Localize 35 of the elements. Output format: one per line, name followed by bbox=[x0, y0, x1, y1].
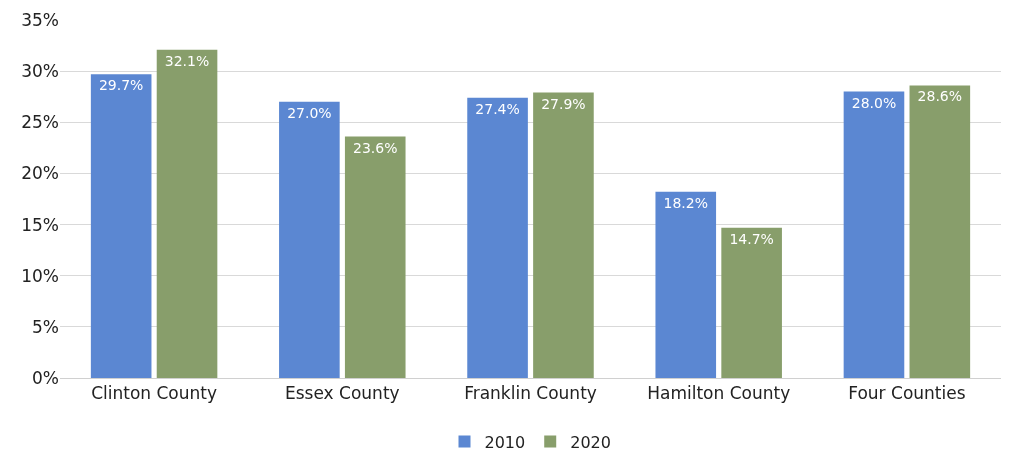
y-tick-label: 10% bbox=[21, 265, 59, 286]
x-tick-label: Four Counties bbox=[848, 383, 966, 404]
bar bbox=[467, 97, 528, 378]
x-tick-label: Essex County bbox=[284, 383, 400, 404]
x-tick-label: Franklin County bbox=[464, 383, 597, 404]
bar bbox=[90, 74, 152, 378]
data-label: 27.4% bbox=[475, 100, 520, 117]
y-tick-label: 35% bbox=[21, 9, 59, 30]
bar bbox=[533, 92, 594, 378]
data-label: 32.1% bbox=[164, 52, 210, 69]
bar bbox=[279, 101, 340, 378]
data-label: 27.9% bbox=[541, 95, 586, 112]
bar bbox=[156, 49, 218, 378]
y-tick-label: 25% bbox=[21, 112, 59, 133]
bar bbox=[655, 191, 717, 378]
data-label: 28.6% bbox=[917, 88, 963, 105]
y-tick-label: 0% bbox=[32, 367, 59, 388]
y-tick-label: 5% bbox=[32, 316, 59, 337]
x-tick-label: Hamilton County bbox=[647, 383, 791, 404]
bar bbox=[909, 85, 971, 378]
bar bbox=[344, 136, 406, 378]
data-label: 14.7% bbox=[729, 230, 774, 247]
x-tick-label: Clinton County bbox=[91, 383, 218, 404]
data-label: 18.2% bbox=[663, 194, 709, 211]
data-label: 28.0% bbox=[851, 94, 897, 111]
legend-label: 2020 bbox=[570, 432, 611, 452]
data-label: 27.0% bbox=[287, 104, 332, 121]
y-tick-label: 15% bbox=[21, 214, 59, 235]
data-label: 29.7% bbox=[98, 77, 144, 94]
bar bbox=[843, 91, 905, 378]
y-tick-label: 20% bbox=[21, 163, 59, 184]
legend-label: 2010 bbox=[484, 432, 526, 452]
bar bbox=[721, 227, 782, 378]
y-tick-label: 30% bbox=[21, 61, 59, 82]
data-label: 23.6% bbox=[352, 139, 398, 156]
